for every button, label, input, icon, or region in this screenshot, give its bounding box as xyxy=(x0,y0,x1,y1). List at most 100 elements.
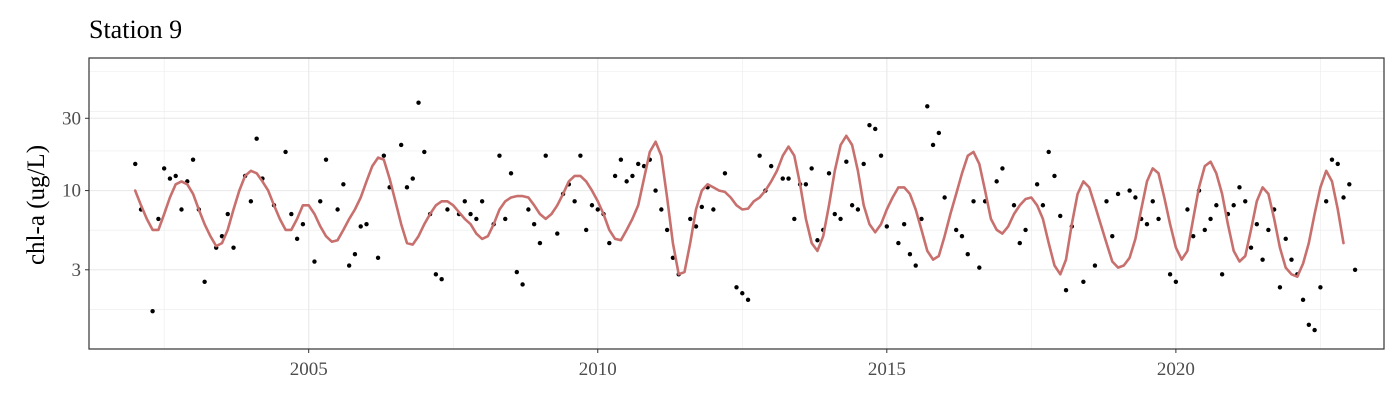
data-point xyxy=(503,216,508,222)
data-point xyxy=(711,207,716,212)
data-point xyxy=(688,216,693,222)
data-point xyxy=(1289,257,1294,262)
data-point xyxy=(693,224,699,229)
data-point xyxy=(190,157,196,162)
data-point xyxy=(849,203,855,208)
data-point xyxy=(612,173,618,179)
data-point xyxy=(936,130,942,136)
data-point xyxy=(526,207,531,212)
data-point xyxy=(925,104,930,109)
data-point xyxy=(248,199,254,204)
data-point xyxy=(884,224,890,229)
data-point xyxy=(959,233,965,239)
data-point xyxy=(468,211,473,217)
data-point xyxy=(531,221,537,227)
data-point xyxy=(543,153,548,158)
data-point xyxy=(555,231,560,236)
data-point xyxy=(630,173,635,179)
data-point xyxy=(861,161,866,167)
data-point xyxy=(1306,322,1312,328)
data-point xyxy=(838,216,843,222)
data-point xyxy=(855,207,861,212)
data-point xyxy=(1214,203,1219,208)
data-point xyxy=(375,255,381,260)
data-point xyxy=(977,265,982,270)
data-point xyxy=(1318,285,1323,290)
data-point xyxy=(341,182,346,187)
data-point xyxy=(312,259,317,264)
panel-frame xyxy=(88,57,1385,350)
data-point xyxy=(1156,216,1161,222)
data-point xyxy=(346,263,352,268)
data-point xyxy=(289,211,294,217)
data-point xyxy=(462,199,467,204)
data-point xyxy=(1167,272,1173,277)
data-point xyxy=(398,142,404,148)
data-point xyxy=(1312,327,1317,333)
data-point xyxy=(173,173,178,179)
data-point xyxy=(1329,157,1335,162)
data-point xyxy=(520,282,525,287)
data-point xyxy=(225,211,230,217)
data-point xyxy=(641,163,647,169)
data-point xyxy=(636,161,641,167)
data-point xyxy=(809,166,814,171)
data-point xyxy=(537,240,543,246)
data-point xyxy=(930,142,936,148)
data-point xyxy=(1000,166,1005,171)
data-point xyxy=(179,207,184,212)
data-point xyxy=(832,211,837,217)
data-point xyxy=(1063,287,1069,293)
data-point xyxy=(445,207,450,212)
x-tick-label: 2020 xyxy=(1157,359,1195,380)
data-point xyxy=(907,252,913,257)
data-point xyxy=(1243,199,1248,204)
data-point xyxy=(803,182,809,187)
y-tick-label: 10 xyxy=(62,181,81,202)
data-point xyxy=(901,221,907,227)
data-point xyxy=(1011,203,1017,208)
data-point xyxy=(1046,149,1051,155)
data-point xyxy=(1058,213,1063,219)
data-point xyxy=(618,157,624,162)
data-point xyxy=(254,136,259,141)
data-point xyxy=(1150,199,1155,204)
data-point xyxy=(1248,245,1254,250)
data-point xyxy=(404,185,410,190)
data-point xyxy=(953,227,959,233)
data-point xyxy=(474,216,479,222)
data-point xyxy=(768,163,774,169)
data-point xyxy=(780,176,785,181)
data-point xyxy=(1208,216,1213,222)
data-point xyxy=(607,240,612,246)
data-point xyxy=(994,179,999,184)
x-axis: 2005 2010 2015 2020 xyxy=(290,349,1195,380)
data-point xyxy=(231,245,236,250)
data-point xyxy=(1277,285,1283,290)
data-point xyxy=(844,159,849,164)
data-point xyxy=(595,207,600,212)
data-point xyxy=(792,216,797,222)
data-point xyxy=(1254,221,1260,227)
data-point xyxy=(867,123,872,128)
data-point xyxy=(219,233,225,239)
data-point xyxy=(670,255,676,260)
data-point xyxy=(1341,195,1346,200)
x-tick-label: 2010 xyxy=(579,359,617,380)
data-point xyxy=(745,297,751,303)
data-point xyxy=(381,153,387,158)
data-point xyxy=(133,161,138,167)
data-point xyxy=(1127,188,1132,193)
data-point xyxy=(740,291,745,296)
data-point xyxy=(1173,279,1179,284)
data-point xyxy=(514,269,520,275)
data-point xyxy=(786,176,791,181)
data-point xyxy=(826,171,832,176)
data-point xyxy=(971,199,976,204)
data-point xyxy=(479,199,485,204)
data-point xyxy=(1023,227,1028,233)
data-point xyxy=(156,216,161,222)
data-point xyxy=(335,207,340,212)
data-point xyxy=(896,240,901,246)
